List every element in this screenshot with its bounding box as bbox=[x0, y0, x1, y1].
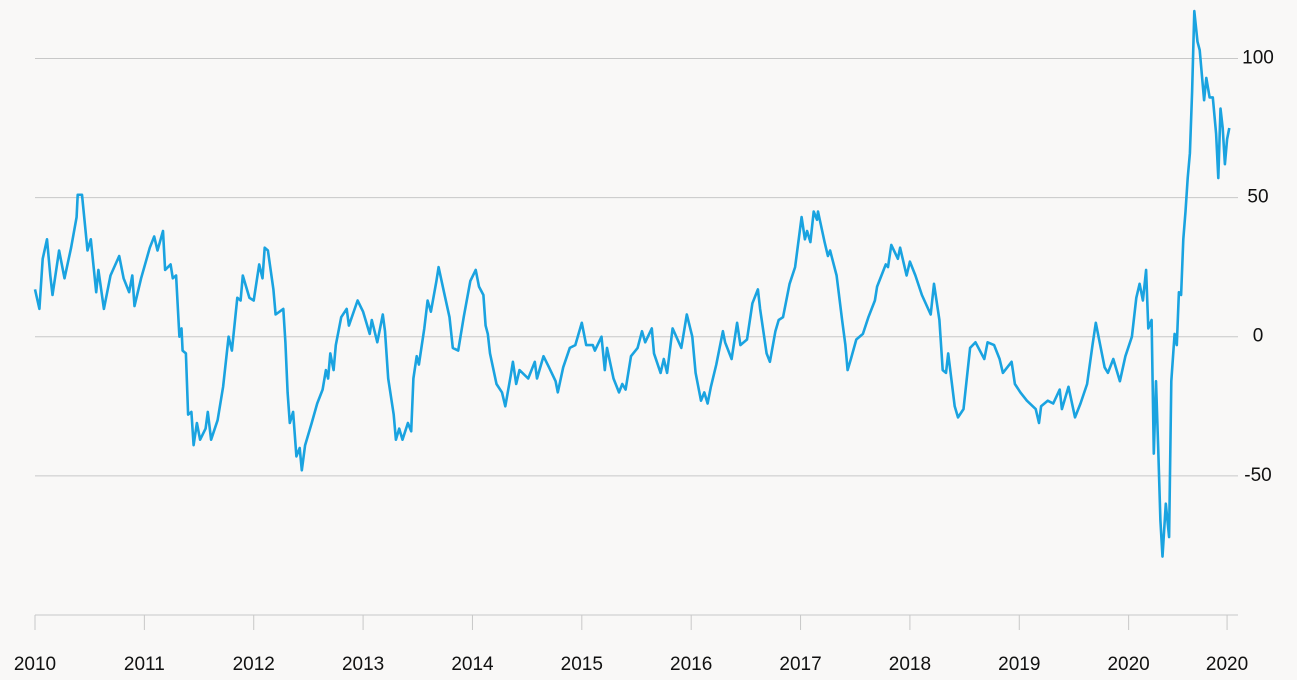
x-tick-label: 2016 bbox=[670, 654, 712, 675]
x-tick-label: 2017 bbox=[779, 654, 821, 675]
y-tick-label: 0 bbox=[1253, 326, 1264, 347]
x-tick-label: 2018 bbox=[889, 654, 931, 675]
x-tick-label: 2013 bbox=[342, 654, 384, 675]
x-tick-label: 2010 bbox=[14, 654, 56, 675]
y-tick-label: 50 bbox=[1247, 187, 1268, 208]
y-tick-label: -50 bbox=[1244, 465, 1271, 486]
x-tick-label: 2012 bbox=[233, 654, 275, 675]
x-tick-label: 2011 bbox=[124, 654, 165, 675]
x-tick-label: 2019 bbox=[998, 654, 1040, 675]
line-series bbox=[33, 9, 1231, 558]
x-tick-label: 2020 bbox=[1206, 654, 1248, 675]
x-tick-label: 2020 bbox=[1107, 654, 1149, 675]
y-tick-label: 100 bbox=[1242, 47, 1274, 68]
x-tick-label: 2014 bbox=[451, 654, 494, 675]
x-tick-label: 2015 bbox=[561, 654, 603, 675]
